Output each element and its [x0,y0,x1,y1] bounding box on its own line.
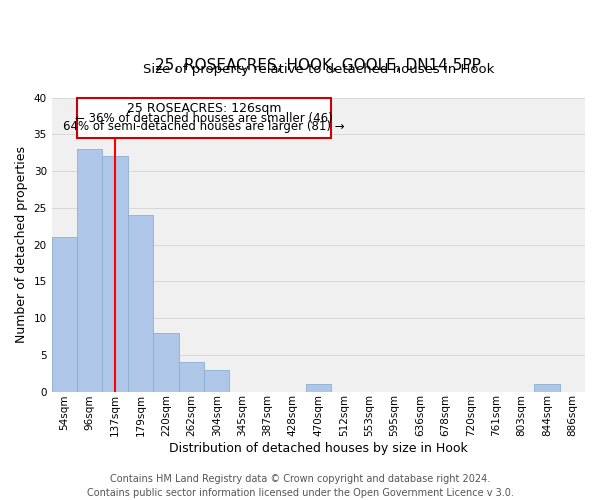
Bar [103,156,128,392]
Bar [305,384,331,392]
Bar [77,149,103,392]
Text: 64% of semi-detached houses are larger (81) →: 64% of semi-detached houses are larger (… [63,120,345,134]
Text: 25 ROSEACRES: 126sqm: 25 ROSEACRES: 126sqm [127,102,281,115]
Text: Contains HM Land Registry data © Crown copyright and database right 2024.
Contai: Contains HM Land Registry data © Crown c… [86,474,514,498]
Text: ← 36% of detached houses are smaller (46): ← 36% of detached houses are smaller (46… [75,112,333,124]
Bar [128,216,153,392]
Title: Size of property relative to detached houses in Hook: Size of property relative to detached ho… [143,62,494,76]
X-axis label: Distribution of detached houses by size in Hook: Distribution of detached houses by size … [169,442,468,455]
Text: 25, ROSEACRES, HOOK, GOOLE, DN14 5PP: 25, ROSEACRES, HOOK, GOOLE, DN14 5PP [155,58,481,73]
Bar [534,384,560,392]
Bar [52,238,77,392]
Bar [153,333,179,392]
Bar [179,362,204,392]
Y-axis label: Number of detached properties: Number of detached properties [15,146,28,343]
Bar [204,370,229,392]
FancyBboxPatch shape [77,98,331,138]
